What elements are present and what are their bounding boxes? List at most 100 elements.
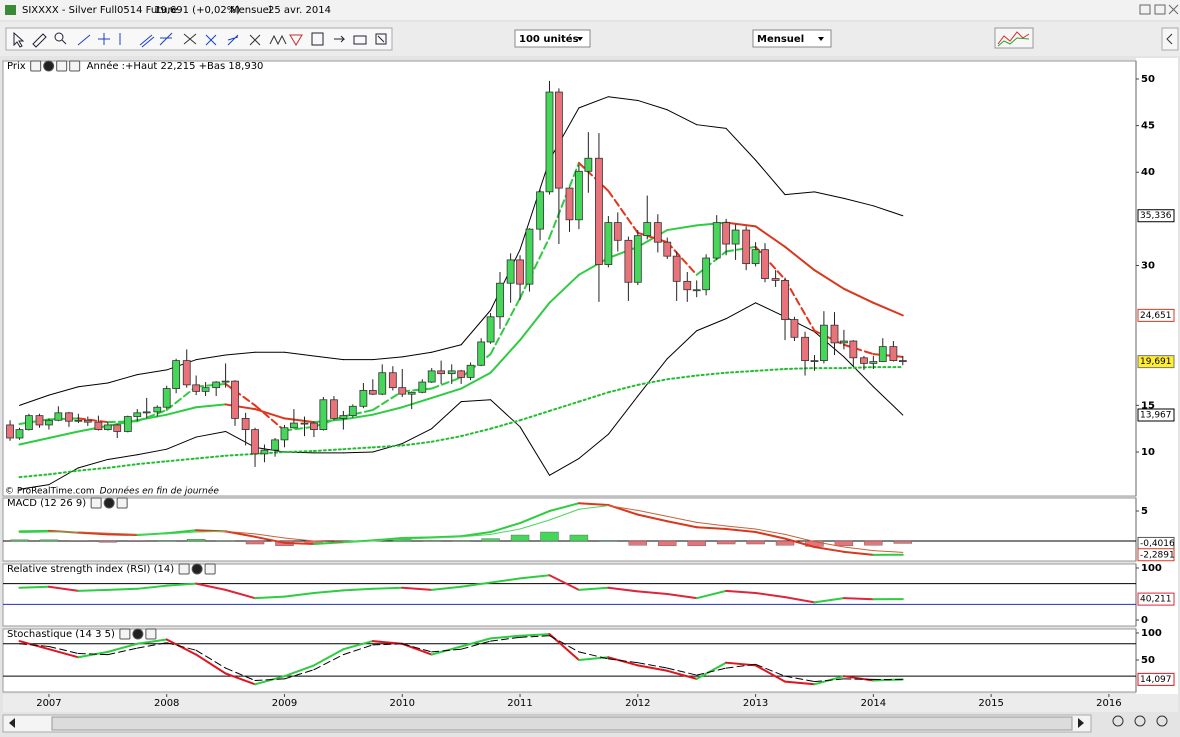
indicator-line [813,541,845,548]
indicator-line [607,505,639,511]
indicator-line [18,529,50,533]
erase-tool[interactable] [375,33,387,45]
indicator-line [77,424,109,433]
indicator-line [18,394,50,406]
zoom-tool[interactable] [54,32,64,42]
indicator-line [165,457,198,463]
settings-icon[interactable] [178,563,190,575]
move-down-icon[interactable] [116,497,128,509]
indicator-line [577,161,610,192]
move-down-icon[interactable] [145,628,157,640]
zoom-out[interactable] [1112,715,1124,727]
histogram-bar [128,540,147,542]
indicator-line [725,302,757,320]
indicator-line [755,302,786,318]
candle-body [368,390,377,395]
indicator-line [548,508,580,521]
indicator-line [165,385,198,412]
close-panel-icon[interactable] [191,563,203,575]
indicator-line [312,415,345,428]
histogram-bar [658,540,677,547]
units-box[interactable] [514,29,591,48]
indicator-line [165,638,198,656]
histogram-bar [216,540,235,542]
candle-body [692,289,701,292]
gann-tool[interactable] [227,34,239,46]
window-controls[interactable] [1139,4,1179,15]
candle-body [860,357,868,364]
indicator-line [47,585,80,592]
value-tag: 19,691 [1140,357,1172,367]
minimize-button[interactable] [1139,4,1151,15]
zoom-in[interactable] [1156,715,1168,727]
histogram-bar [481,538,500,542]
close-panel-icon[interactable] [132,628,144,640]
move-down-icon[interactable] [204,563,216,575]
indicator-line [784,191,815,196]
scroll-left[interactable] [9,718,15,728]
rect-tool[interactable] [353,35,367,45]
candle-body [348,405,357,417]
value-tag: 13,967 [1140,410,1172,420]
indicator-line [106,420,139,424]
text-tool[interactable] [311,32,324,46]
ruler-tool[interactable] [32,33,47,48]
indicator-line [725,589,757,594]
indicator-line [872,353,904,358]
indicator-line [695,526,728,531]
histogram-bar [245,540,265,545]
settings-icon[interactable] [30,60,42,72]
close-button[interactable] [1168,4,1179,15]
candle-body [103,424,112,431]
side-panel-button[interactable] [1161,27,1179,51]
indicator-line [313,654,344,671]
maximize-button[interactable] [1154,4,1166,15]
indicator-line [136,409,168,423]
zoom-reset[interactable] [1134,715,1146,727]
indicator-line [784,596,816,604]
title-bar [0,0,1180,20]
andrews-tool[interactable] [205,34,217,46]
period-box[interactable] [752,29,832,48]
indicator-line [401,351,433,358]
indicator-line [195,403,227,409]
settings-icon[interactable] [119,628,131,640]
zoom-tool-handle[interactable] [61,39,67,45]
value-tag: 35,336 [1140,211,1172,221]
fan-tool[interactable] [159,32,173,46]
wave-tool[interactable] [269,34,287,46]
channel-tool[interactable] [139,34,155,48]
cross-tool[interactable] [98,33,110,45]
drawing-tools[interactable] [13,31,387,48]
candle-body [319,399,328,431]
time-axis [3,694,1178,712]
x-tick-label: 2010 [390,698,415,709]
close-panel-icon[interactable] [103,497,115,509]
period-dropdown[interactable]: Mensuel [752,29,832,48]
fibo-tool[interactable] [183,33,197,45]
indicator-line [283,450,315,453]
move-up-icon[interactable] [69,60,81,72]
y-tick-label: 0 [1141,615,1148,626]
arrow-tool[interactable] [334,35,346,43]
indicator-line [283,669,315,680]
indicator-line [77,417,109,424]
move-down-icon[interactable] [56,60,68,72]
delete-tool[interactable] [249,34,261,46]
scroll-thumb[interactable] [51,716,1073,731]
indicator-line [47,469,80,476]
indicator-line [254,404,286,432]
line-tool[interactable] [77,34,91,46]
units-dropdown[interactable]: 100 unités [514,29,591,48]
candle-body [142,411,151,414]
indicator-line [519,635,550,638]
close-panel-icon[interactable] [43,60,55,72]
indicators-button[interactable] [994,27,1034,49]
candle-body [869,361,878,364]
candle-body [486,316,495,343]
pointer-tool[interactable] [13,31,25,48]
indicators-icon [997,37,1030,47]
scroll-right[interactable] [1078,718,1084,728]
triangle-tool[interactable] [289,34,303,46]
settings-icon[interactable] [90,497,102,509]
